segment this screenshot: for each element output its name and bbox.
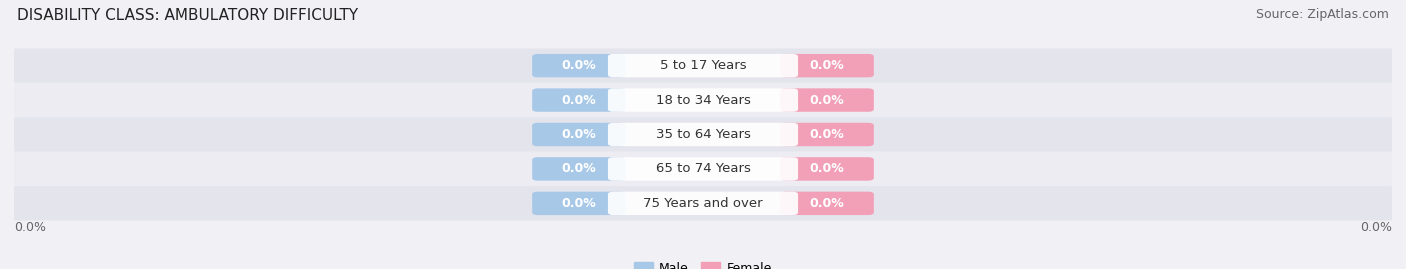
FancyBboxPatch shape [531, 54, 626, 77]
FancyBboxPatch shape [531, 123, 626, 146]
FancyBboxPatch shape [531, 192, 626, 215]
FancyBboxPatch shape [7, 152, 1399, 186]
Text: 0.0%: 0.0% [810, 197, 845, 210]
FancyBboxPatch shape [7, 186, 1399, 221]
FancyBboxPatch shape [607, 192, 799, 215]
Legend: Male, Female: Male, Female [630, 257, 776, 269]
FancyBboxPatch shape [780, 123, 875, 146]
Text: 0.0%: 0.0% [1360, 221, 1392, 233]
Text: 0.0%: 0.0% [14, 221, 46, 233]
FancyBboxPatch shape [780, 88, 875, 112]
Text: 35 to 64 Years: 35 to 64 Years [655, 128, 751, 141]
FancyBboxPatch shape [780, 54, 875, 77]
FancyBboxPatch shape [780, 157, 875, 181]
Text: 0.0%: 0.0% [561, 128, 596, 141]
FancyBboxPatch shape [7, 48, 1399, 83]
Text: 0.0%: 0.0% [561, 59, 596, 72]
Text: 5 to 17 Years: 5 to 17 Years [659, 59, 747, 72]
Text: 0.0%: 0.0% [810, 59, 845, 72]
FancyBboxPatch shape [607, 123, 799, 146]
Text: 75 Years and over: 75 Years and over [643, 197, 763, 210]
FancyBboxPatch shape [7, 117, 1399, 152]
FancyBboxPatch shape [7, 83, 1399, 117]
FancyBboxPatch shape [607, 54, 799, 77]
FancyBboxPatch shape [607, 157, 799, 181]
Text: 0.0%: 0.0% [561, 94, 596, 107]
Text: 0.0%: 0.0% [810, 94, 845, 107]
FancyBboxPatch shape [780, 192, 875, 215]
FancyBboxPatch shape [607, 88, 799, 112]
Text: DISABILITY CLASS: AMBULATORY DIFFICULTY: DISABILITY CLASS: AMBULATORY DIFFICULTY [17, 8, 359, 23]
Text: 0.0%: 0.0% [561, 162, 596, 175]
Text: 0.0%: 0.0% [561, 197, 596, 210]
FancyBboxPatch shape [531, 88, 626, 112]
FancyBboxPatch shape [531, 157, 626, 181]
Text: 0.0%: 0.0% [810, 162, 845, 175]
Text: Source: ZipAtlas.com: Source: ZipAtlas.com [1256, 8, 1389, 21]
Text: 18 to 34 Years: 18 to 34 Years [655, 94, 751, 107]
Text: 0.0%: 0.0% [810, 128, 845, 141]
Text: 65 to 74 Years: 65 to 74 Years [655, 162, 751, 175]
